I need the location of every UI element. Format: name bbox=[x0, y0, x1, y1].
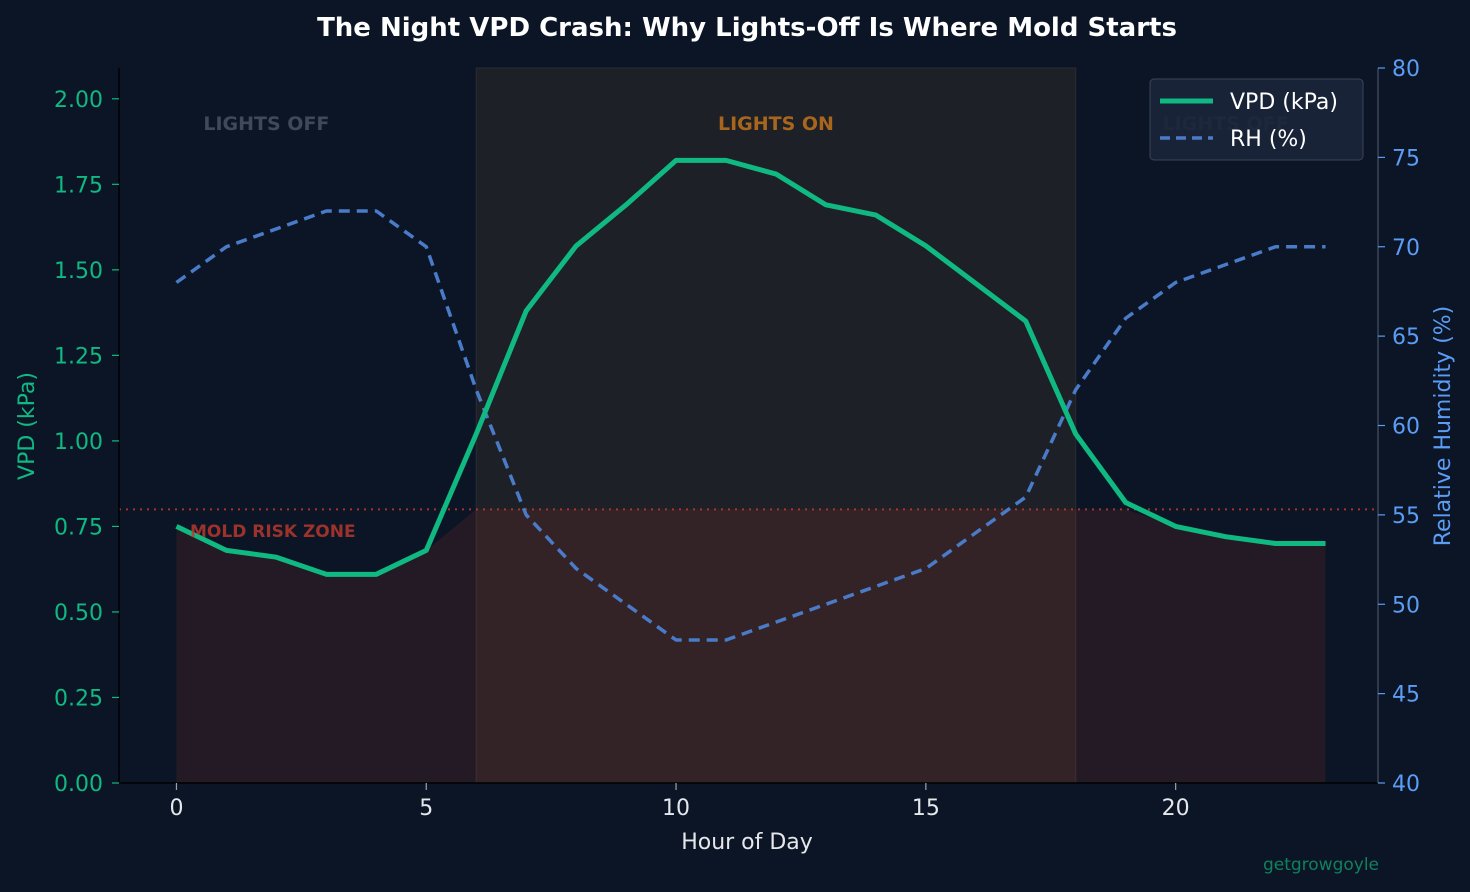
rh-series-line bbox=[175, 209, 1326, 642]
y-left-tick-label: 1.75 bbox=[54, 173, 103, 198]
vpd-series-line bbox=[175, 157, 1326, 577]
y-left-tick-label: 1.50 bbox=[54, 259, 103, 284]
lights-on-band bbox=[475, 67, 1077, 784]
lights-on-label: LIGHTS ON bbox=[718, 113, 834, 135]
axes: 0 5 10 15 20 0.00 0.25 0.50 0.75 1.00 1.25 1.50 1.75… bbox=[54, 57, 1420, 821]
y-right-tick-label: 65 bbox=[1392, 325, 1420, 350]
y-right-tick-label: 55 bbox=[1392, 504, 1420, 529]
mold-risk-area bbox=[176, 509, 1326, 783]
lights-off-label: LIGHTS OFF bbox=[203, 113, 329, 135]
y-right-tick-label: 40 bbox=[1392, 772, 1420, 797]
x-axis-label: Hour of Day bbox=[681, 830, 813, 855]
y-left-tick-label: 0.00 bbox=[54, 772, 103, 797]
legend-label-vpd: VPD (kPa) bbox=[1230, 90, 1338, 115]
x-tick-label: 0 bbox=[169, 796, 183, 821]
mold-risk-fill bbox=[176, 509, 1326, 783]
chart-title: The Night VPD Crash: Why Lights-Off Is W… bbox=[317, 13, 1177, 43]
y-right-tick-label: 50 bbox=[1392, 593, 1420, 618]
legend: VPD (kPa) RH (%) bbox=[1149, 78, 1364, 161]
x-tick-label: 5 bbox=[419, 796, 433, 821]
y-left-tick-label: 2.00 bbox=[54, 88, 103, 113]
y-right-tick-label: 80 bbox=[1392, 57, 1420, 82]
watermark: getgrowgoyle bbox=[1263, 855, 1379, 875]
y-left-tick-label: 0.25 bbox=[54, 686, 103, 711]
y-left-tick-label: 1.00 bbox=[54, 430, 103, 455]
x-tick-label: 15 bbox=[912, 796, 940, 821]
y-right-tick-label: 60 bbox=[1392, 415, 1420, 440]
series-lines bbox=[175, 157, 1326, 642]
period-bands bbox=[475, 67, 1077, 784]
x-tick-label: 20 bbox=[1162, 796, 1190, 821]
y-left-tick-label: 0.75 bbox=[54, 515, 103, 540]
y-left-tick-label: 1.25 bbox=[54, 344, 103, 369]
legend-label-rh: RH (%) bbox=[1230, 127, 1307, 152]
y-right-tick-label: 70 bbox=[1392, 236, 1420, 261]
y-left-axis-label: VPD (kPa) bbox=[15, 372, 40, 480]
y-right-tick-label: 75 bbox=[1392, 146, 1420, 171]
y-right-axis-label: Relative Humidity (%) bbox=[1431, 306, 1456, 547]
mold-risk-label: MOLD RISK ZONE bbox=[190, 522, 356, 542]
y-right-tick-label: 45 bbox=[1392, 683, 1420, 708]
y-left-tick-label: 0.50 bbox=[54, 601, 103, 626]
x-tick-label: 10 bbox=[662, 796, 690, 821]
